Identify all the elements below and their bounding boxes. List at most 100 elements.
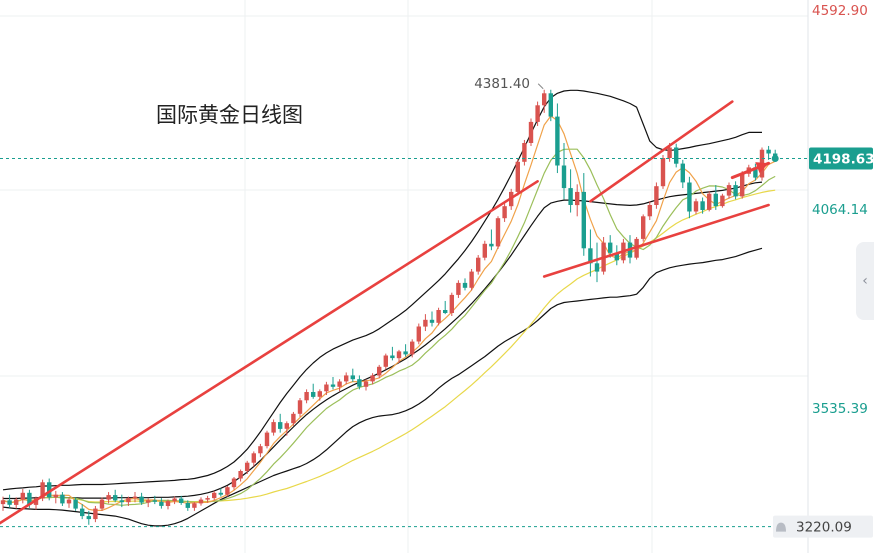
candle [680, 159, 685, 189]
candle [377, 364, 382, 379]
candle-body [713, 193, 718, 207]
candle-body [410, 341, 415, 355]
candle-body [588, 248, 593, 264]
candle [581, 173, 586, 256]
candle [14, 497, 19, 509]
candle [396, 349, 402, 364]
candle-body [469, 271, 474, 288]
candle [482, 240, 487, 261]
current-price-label: 4198.63 [813, 152, 874, 168]
candle-body [370, 375, 375, 382]
candle [238, 469, 243, 482]
candle [284, 421, 289, 436]
candle [132, 492, 138, 503]
trend-arrow-head [755, 162, 769, 174]
candle-body [542, 93, 547, 106]
candle [469, 268, 474, 291]
candle-body [238, 471, 243, 479]
candle [317, 389, 322, 401]
candle-body [733, 185, 738, 197]
candle-body [561, 165, 567, 189]
candle-body [515, 161, 520, 192]
candle [522, 139, 527, 166]
candle-body [179, 498, 184, 503]
collapse-panel-button[interactable]: ‹ [856, 242, 874, 320]
candle-body [548, 93, 553, 117]
candle-body [680, 163, 685, 183]
candle [251, 451, 256, 467]
candle-body [66, 499, 72, 504]
candle [225, 486, 230, 497]
candle-body [251, 453, 256, 463]
candle-body [535, 105, 540, 122]
candle-body [667, 147, 672, 158]
candle-body [284, 423, 289, 429]
bollinger-upper-line [2, 89, 762, 491]
candle [73, 497, 78, 511]
candle-body [753, 167, 758, 178]
candle [304, 389, 309, 404]
candle-body [27, 492, 32, 505]
candle [357, 375, 362, 390]
candle-body [304, 392, 309, 401]
candle [436, 307, 441, 326]
candle [165, 499, 171, 510]
candle [337, 379, 342, 392]
candle-body [449, 294, 454, 313]
candle [548, 89, 553, 122]
price-axis-label: 4064.14 [812, 202, 868, 218]
current-price-dot [771, 155, 779, 163]
candle-body [192, 503, 197, 508]
candle [106, 492, 111, 504]
candle-body [231, 478, 237, 488]
trend-line [0, 180, 539, 525]
candle-body [403, 351, 408, 355]
candle-body [205, 498, 210, 500]
trend-line [589, 100, 734, 203]
candle [86, 510, 91, 525]
candle-body [647, 205, 652, 217]
candle [350, 368, 355, 382]
candle-body [363, 381, 369, 387]
candle-body [416, 326, 421, 342]
bollinger-lower-line [2, 247, 763, 527]
candle [614, 245, 619, 266]
candle [53, 490, 58, 504]
candle [231, 477, 237, 490]
moving-average-mid-line [2, 148, 776, 506]
candle-body [489, 243, 494, 247]
candle-body [687, 182, 692, 212]
candle-body [581, 191, 586, 249]
candle [654, 182, 659, 209]
candle-body [436, 310, 441, 323]
candle [766, 145, 771, 160]
candle [198, 497, 204, 506]
candle [311, 383, 316, 399]
candle-body [390, 355, 395, 359]
candle [66, 497, 72, 508]
candle [542, 89, 547, 113]
chart-title: 国际黄金日线图 [156, 103, 303, 127]
candle [126, 496, 131, 506]
candle-body [212, 492, 217, 499]
candle [740, 171, 745, 199]
price-axis-label: 3535.39 [812, 401, 868, 417]
candle-body [344, 375, 349, 382]
candle [324, 381, 329, 395]
candle-body [165, 501, 171, 506]
candle [60, 492, 65, 506]
candle [218, 488, 223, 497]
candle [271, 419, 276, 436]
candle-body [7, 500, 12, 505]
candle-body [132, 496, 138, 499]
candle-body [707, 193, 712, 210]
candle-body [482, 243, 487, 258]
candle [713, 185, 718, 210]
candle [423, 314, 428, 332]
candle [462, 278, 468, 291]
candle-body [594, 263, 600, 272]
candle [515, 158, 520, 196]
candle-body [740, 173, 745, 197]
